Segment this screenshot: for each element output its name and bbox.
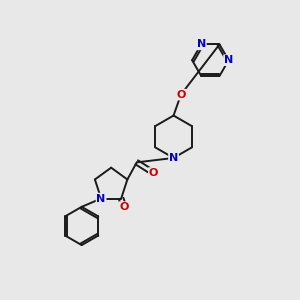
Text: N: N [169,153,178,163]
Text: O: O [119,202,129,212]
Text: N: N [224,55,233,65]
Text: N: N [97,194,106,204]
Text: N: N [196,39,206,50]
Text: O: O [149,168,158,178]
Text: O: O [176,90,186,100]
